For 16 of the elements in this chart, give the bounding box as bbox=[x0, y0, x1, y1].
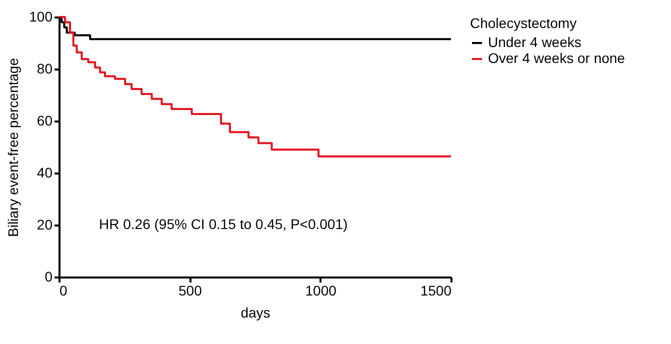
x-tick-label: 0 bbox=[60, 282, 68, 298]
x-tick-label: 500 bbox=[178, 282, 202, 298]
legend-label: Over 4 weeks or none bbox=[488, 50, 626, 66]
legend-title: Cholecystectomy bbox=[470, 15, 577, 31]
y-tick-label: 60 bbox=[36, 112, 53, 128]
y-tick-label: 80 bbox=[36, 60, 53, 76]
legend-label: Under 4 weeks bbox=[488, 34, 582, 50]
y-tick-label: 100 bbox=[29, 8, 53, 24]
y-tick-label: 20 bbox=[36, 216, 53, 232]
y-axis-title: Biliary event-free percentage bbox=[5, 58, 22, 237]
x-tick-label: 1500 bbox=[420, 282, 452, 298]
annotation: HR 0.26 (95% CI 0.15 to 0.45, P<0.001) bbox=[99, 216, 348, 232]
y-tick-label: 40 bbox=[36, 164, 53, 180]
x-tick-label: 1000 bbox=[305, 282, 337, 298]
x-axis-title: days bbox=[240, 304, 270, 320]
y-tick-label: 0 bbox=[44, 268, 53, 284]
